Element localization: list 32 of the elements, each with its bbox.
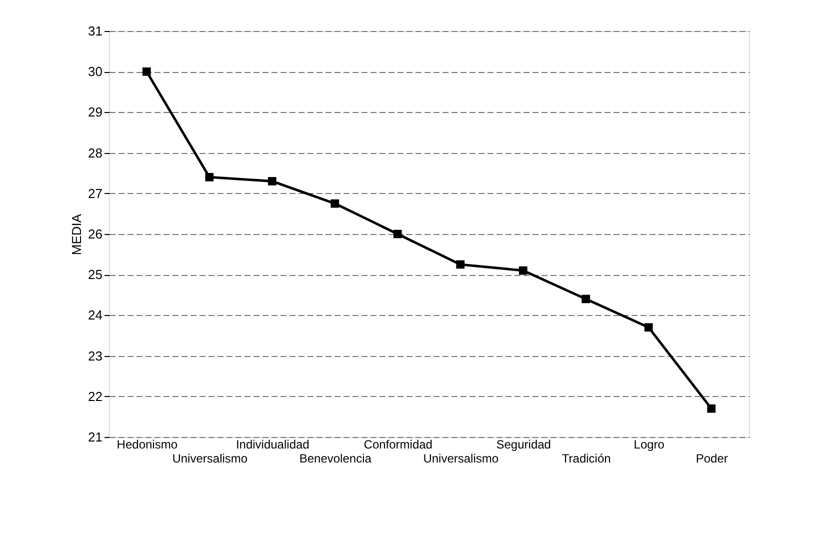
y-tick-label: 29 [88,104,102,120]
x-tick-label: Tradición [562,452,611,466]
point [142,67,151,76]
y-tick-label: 21 [88,430,102,444]
point [582,294,590,304]
y-tick-label: 24 [88,308,102,323]
y-tick-label: 26 [88,226,102,242]
y-tick-label: 22 [88,388,102,404]
point [644,323,653,332]
x-tick-label: Individualidad [236,438,310,452]
point [707,404,716,413]
x-tick-label: Seguridad [496,438,551,452]
y-tick-label: 27 [88,186,102,201]
x-tick-label: Conformidad [364,438,432,452]
y-tick-label: 28 [88,145,102,160]
x-tick-label: Benevolencia [299,452,372,466]
x-tick-label: Universalismo [423,452,499,466]
x-tick-label: Poder [696,452,728,466]
point [205,172,214,182]
y-axis-title: MEDIA [69,214,84,256]
x-tick-label: Logro [634,438,665,452]
y-tick-label: 23 [88,348,102,364]
x-tick-label: Universalismo [172,452,248,466]
x-tick-label: Hedonismo [116,438,178,452]
y-tick-label: 31 [88,24,102,38]
point [330,199,340,208]
y-tick-label: 30 [88,64,102,80]
point [268,177,276,186]
point [456,260,465,269]
point [393,230,402,238]
y-tick-label: 25 [88,267,102,282]
point [518,266,528,275]
